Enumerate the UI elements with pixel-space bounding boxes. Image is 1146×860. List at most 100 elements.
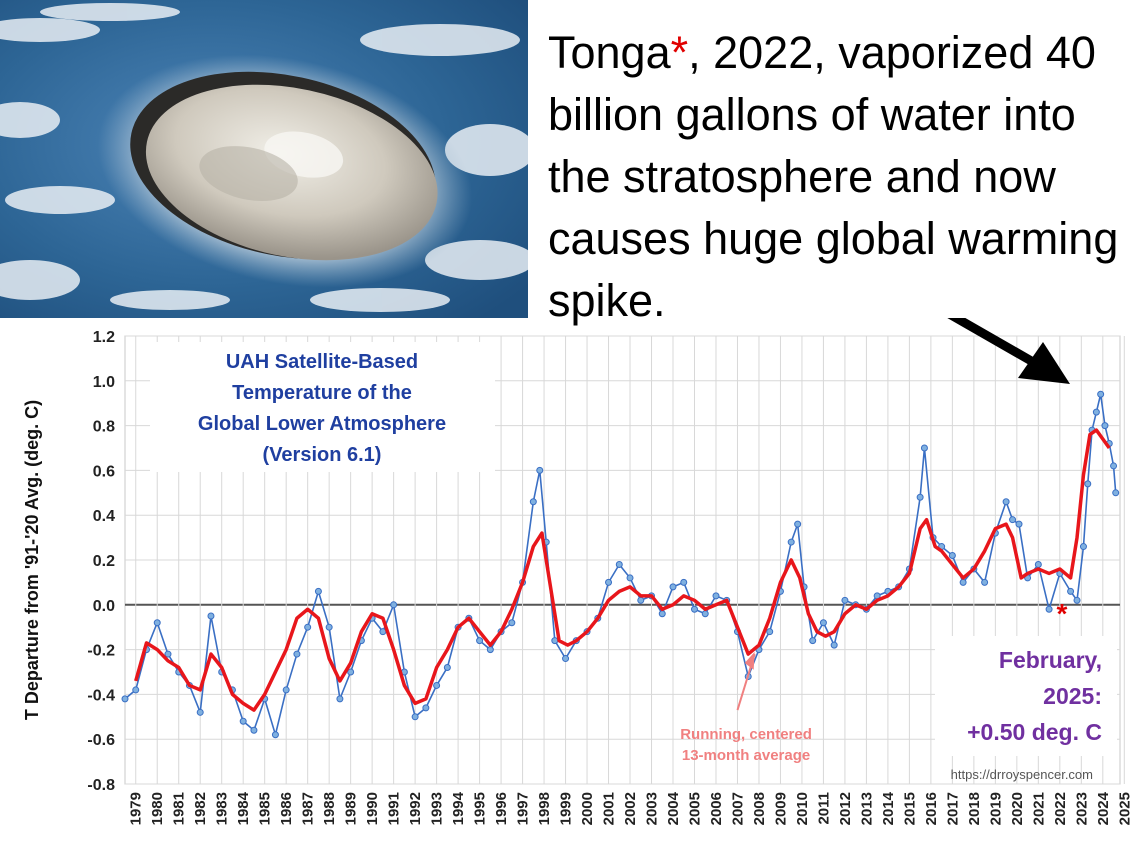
running-average-label: Running, centered <box>680 726 812 743</box>
x-tick-label: 2003 <box>644 792 661 825</box>
annotation-arrowhead <box>744 651 755 670</box>
monthly-anomaly-point <box>486 646 494 654</box>
temperature-chart: 1.2 1.0 0.8 0.6 0.4 0.2 0.0 -0.2 -0.4 -0.6 -0.8 197… <box>22 318 1133 825</box>
x-tick-label: 1994 <box>450 791 467 825</box>
monthly-anomaly-point <box>282 686 290 694</box>
x-tick-label: 1980 <box>149 792 166 825</box>
credit-text: https://drroyspencer.com <box>951 767 1093 782</box>
monthly-anomaly-point <box>536 466 544 474</box>
title-box <box>150 342 495 472</box>
monthly-anomaly-point <box>959 578 967 586</box>
monthly-anomaly-point <box>551 637 559 645</box>
x-tick-label: 1990 <box>364 792 381 825</box>
x-tick-label: 2014 <box>880 791 897 825</box>
running-average-label: 13-month average <box>682 747 810 764</box>
monthly-anomaly-point <box>637 596 645 604</box>
x-tick-label: 2009 <box>772 792 789 825</box>
x-tick-label: 2023 <box>1073 792 1090 825</box>
monthly-anomaly-point <box>164 650 172 658</box>
monthly-anomaly-point <box>981 578 989 586</box>
x-tick-label: 2006 <box>708 792 725 825</box>
monthly-anomaly-point <box>508 619 516 627</box>
monthly-anomaly-point <box>658 610 666 618</box>
x-tick-label: 2001 <box>601 792 618 825</box>
tonga-eruption-photo <box>0 0 528 318</box>
monthly-anomaly-point <box>1079 543 1087 551</box>
monthly-anomaly-point <box>325 623 333 631</box>
monthly-anomaly-point <box>766 628 774 636</box>
y-tick-label: 1.2 <box>93 329 115 346</box>
x-tick-label: 2010 <box>794 792 811 825</box>
x-tick-label: 1984 <box>235 791 252 825</box>
callout-box <box>935 636 1117 756</box>
monthly-anomaly-point <box>615 560 623 568</box>
pointer-arrow-head <box>1018 342 1070 384</box>
monthly-anomaly-point <box>132 686 140 694</box>
pointer-arrow-shaft <box>947 318 1045 371</box>
callout-text: 2025: <box>1043 683 1102 709</box>
monthly-anomaly-point <box>529 498 537 506</box>
x-tick-label: 2007 <box>729 792 746 825</box>
headline-star: * <box>670 27 689 78</box>
y-axis-label: T Departure from '91-'20 Avg. (deg. C) <box>22 400 42 720</box>
x-tick-label: 1998 <box>536 792 553 825</box>
x-tick-label: 2022 <box>1052 792 1069 825</box>
chart-title-line: Temperature of the <box>232 382 412 404</box>
monthly-anomaly-point <box>690 605 698 613</box>
x-tick-label: 1997 <box>515 792 532 825</box>
monthly-anomaly-point <box>304 623 312 631</box>
x-tick-label: 1985 <box>257 792 274 825</box>
monthly-anomaly-point <box>809 637 817 645</box>
monthly-anomaly-point <box>1112 489 1120 497</box>
eruption-plume <box>97 54 473 288</box>
monthly-anomaly-point <box>701 610 709 618</box>
callout-text: +0.50 deg. C <box>967 719 1102 745</box>
chart-title-line: UAH Satellite-Based <box>226 351 418 373</box>
y-tick-label: 0.2 <box>93 553 115 570</box>
monthly-anomaly-point <box>1097 390 1105 398</box>
y-tick-label: -0.4 <box>87 687 115 704</box>
monthly-anomaly-point <box>948 552 956 560</box>
monthly-anomaly-point <box>669 583 677 591</box>
y-tick-label: 0.4 <box>93 508 115 525</box>
monthly-anomaly-point <box>916 493 924 501</box>
monthly-anomaly-point <box>920 444 928 452</box>
monthly-anomaly-point <box>1009 516 1017 524</box>
monthly-anomaly-point <box>422 704 430 712</box>
x-tick-label: 1995 <box>472 792 489 825</box>
monthly-anomaly-point <box>1084 480 1092 488</box>
chart-title-line: Global Lower Atmosphere <box>198 413 446 435</box>
callout-text: February, <box>999 647 1102 673</box>
x-tick-label: 2017 <box>944 792 961 825</box>
x-tick-label: 2015 <box>901 792 918 825</box>
monthly-anomaly-point <box>1002 498 1010 506</box>
monthly-anomaly-point <box>680 578 688 586</box>
headline-rest: , 2022, vaporized 40 billion gallons of … <box>548 27 1119 326</box>
monthly-anomaly-point <box>239 717 247 725</box>
monthly-anomaly-point <box>314 587 322 595</box>
x-tick-label: 2020 <box>1009 792 1026 825</box>
monthly-anomaly-point <box>207 612 215 620</box>
monthly-anomaly-point <box>390 601 398 609</box>
x-tick-label: 2024 <box>1095 791 1112 825</box>
x-tick-label: 1981 <box>171 792 188 825</box>
chart-title-line: (Version 6.1) <box>263 444 382 466</box>
x-tick-label: 2005 <box>686 792 703 825</box>
monthly-anomaly-point <box>250 726 258 734</box>
x-tick-label: 2002 <box>622 792 639 825</box>
monthly-anomaly-point <box>1110 462 1118 470</box>
x-tick-label: 1983 <box>214 792 231 825</box>
monthly-anomaly-point <box>347 668 355 676</box>
monthly-anomaly-point <box>841 596 849 604</box>
x-tick-label: 1979 <box>128 792 145 825</box>
x-tick-label: 1988 <box>321 792 338 825</box>
monthly-anomaly-point <box>271 731 279 739</box>
monthly-anomaly-point <box>1034 560 1042 568</box>
y-tick-label: -0.2 <box>87 643 115 660</box>
monthly-anomaly-point <box>433 681 441 689</box>
monthly-anomaly-point <box>787 538 795 546</box>
monthly-anomaly-point <box>1067 587 1075 595</box>
monthly-anomaly-point <box>1015 520 1023 528</box>
x-tick-label: 1991 <box>386 792 403 825</box>
monthly-anomaly-point <box>196 708 204 716</box>
